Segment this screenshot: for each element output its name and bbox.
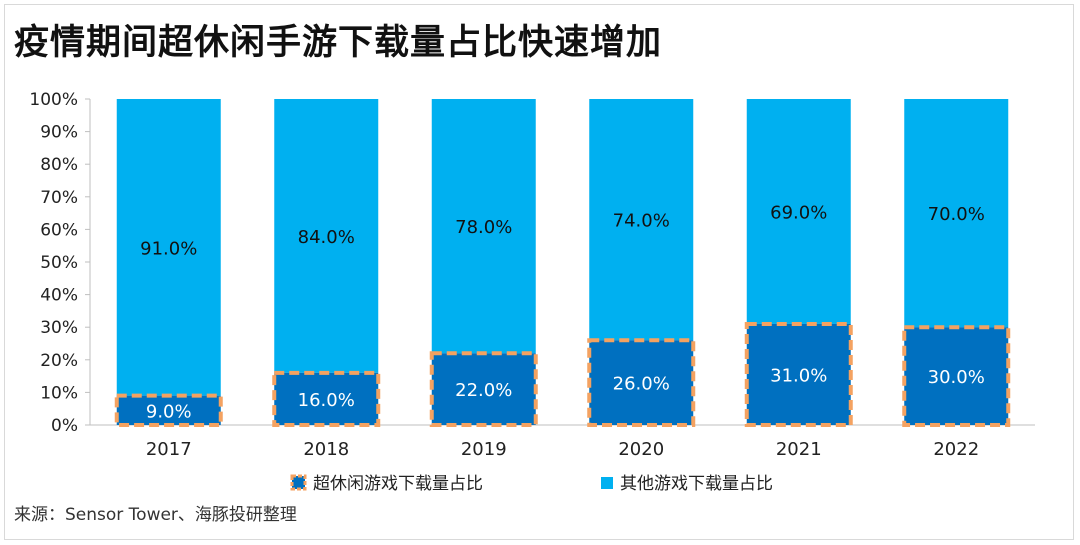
y-tick-label: 90% (40, 123, 78, 143)
y-tick-label: 70% (40, 188, 78, 208)
bar-hypercasual-games (902, 325, 1011, 428)
bar-other-games (746, 99, 851, 324)
source-note: 来源：Sensor Tower、海豚投研整理 (14, 505, 297, 525)
data-label-other: 69.0% (770, 202, 827, 223)
y-tick-label: 50% (40, 253, 78, 273)
bar-other-games (116, 99, 221, 396)
y-tick-label: 20% (40, 351, 78, 371)
y-tick-label: 10% (40, 383, 78, 403)
y-tick-label: 60% (40, 220, 78, 240)
x-tick-label: 2020 (618, 439, 664, 460)
y-tick-label: 80% (40, 155, 78, 175)
data-label-other: 91.0% (140, 238, 197, 259)
chart-title: 疫情期间超休闲手游下载量占比快速增加 (14, 23, 663, 63)
data-label-hypercasual: 30.0% (928, 367, 985, 388)
bar-hypercasual-games (429, 351, 538, 427)
y-tick-label: 100% (29, 90, 78, 110)
data-label-hypercasual: 22.0% (455, 380, 512, 401)
x-tick-label: 2018 (303, 439, 349, 460)
data-label-other: 78.0% (455, 217, 512, 238)
bar-hypercasual-games (114, 393, 223, 428)
x-tick-label: 2019 (461, 439, 507, 460)
data-label-hypercasual: 16.0% (298, 390, 355, 411)
bar-other-games (274, 99, 379, 373)
bar-hypercasual-games (587, 338, 696, 427)
bar-hypercasual-games (744, 321, 853, 427)
bar-other-games (904, 99, 1009, 328)
legend-swatch-hypercasual (290, 474, 307, 491)
data-label-hypercasual: 31.0% (770, 365, 827, 386)
chart-frame (4, 4, 1074, 540)
y-tick-label: 0% (51, 416, 78, 436)
data-label-other: 70.0% (928, 204, 985, 225)
data-label-other: 74.0% (613, 211, 670, 232)
y-tick-label: 40% (40, 286, 78, 306)
legend-swatch-other (601, 477, 613, 489)
bar-other-games (431, 99, 536, 354)
x-tick-label: 2022 (933, 439, 979, 460)
bar-hypercasual-games (272, 370, 381, 427)
y-tick-label: 30% (40, 318, 78, 338)
legend-label-hypercasual: 超休闲游戏下载量占比 (313, 474, 483, 494)
data-label-other: 84.0% (298, 227, 355, 248)
x-tick-label: 2021 (776, 439, 822, 460)
legend-label-other: 其他游戏下载量占比 (620, 474, 773, 494)
data-label-hypercasual: 26.0% (613, 374, 670, 395)
x-tick-label: 2017 (146, 439, 192, 460)
data-label-hypercasual: 9.0% (146, 401, 192, 422)
bar-other-games (589, 99, 694, 341)
